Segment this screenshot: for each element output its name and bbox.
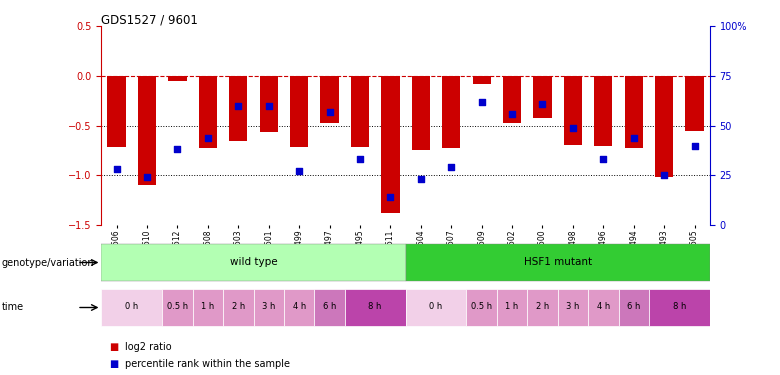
Bar	[101, 244, 406, 281]
Bar	[101, 289, 162, 326]
Point	[354, 156, 367, 162]
Text: ■: ■	[109, 359, 119, 369]
Point	[201, 135, 214, 141]
Text: time: time	[2, 303, 23, 312]
Bar	[558, 289, 588, 326]
Bar	[625, 76, 643, 148]
Point	[324, 109, 336, 115]
Bar	[466, 289, 497, 326]
Point	[597, 156, 610, 162]
Point	[415, 176, 427, 182]
Point	[232, 103, 245, 109]
Text: 3 h: 3 h	[566, 302, 580, 311]
Bar	[534, 76, 551, 118]
Text: 2 h: 2 h	[536, 302, 549, 311]
Bar	[406, 289, 466, 326]
Text: log2 ratio: log2 ratio	[125, 342, 172, 352]
Bar	[686, 76, 704, 130]
Bar	[442, 76, 460, 148]
Bar	[345, 289, 406, 326]
Bar	[138, 76, 156, 185]
Bar	[229, 76, 247, 141]
Point	[141, 174, 154, 180]
Bar	[162, 289, 193, 326]
Text: 6 h: 6 h	[627, 302, 640, 311]
Point	[445, 164, 458, 170]
Bar	[649, 289, 710, 326]
Bar	[412, 76, 430, 150]
Bar	[284, 289, 314, 326]
Bar	[619, 289, 649, 326]
Bar	[254, 289, 284, 326]
Point	[689, 142, 701, 148]
Point	[172, 147, 184, 153]
Text: 4 h: 4 h	[597, 302, 610, 311]
Point	[262, 103, 275, 109]
Bar	[351, 76, 369, 147]
Bar	[564, 76, 582, 144]
Bar	[168, 76, 186, 81]
Point	[476, 99, 488, 105]
Text: percentile rank within the sample: percentile rank within the sample	[125, 359, 290, 369]
Bar	[321, 76, 339, 123]
Bar	[594, 76, 612, 147]
Text: 0 h: 0 h	[126, 302, 138, 311]
Text: 0.5 h: 0.5 h	[167, 302, 188, 311]
Text: 1 h: 1 h	[201, 302, 215, 311]
Text: 8 h: 8 h	[368, 302, 382, 311]
Bar	[108, 76, 126, 147]
Point	[506, 111, 519, 117]
Text: GDS1527 / 9601: GDS1527 / 9601	[101, 13, 198, 26]
Bar	[260, 76, 278, 132]
Bar	[655, 76, 673, 177]
Point	[111, 166, 123, 172]
Text: 4 h: 4 h	[292, 302, 306, 311]
Text: 0.5 h: 0.5 h	[471, 302, 492, 311]
Point	[658, 172, 671, 178]
Bar	[199, 76, 217, 148]
Text: ■: ■	[109, 342, 119, 352]
Point	[628, 135, 640, 141]
Bar	[223, 289, 254, 326]
Bar	[503, 76, 521, 123]
Bar	[527, 289, 558, 326]
Text: 0 h: 0 h	[430, 302, 442, 311]
Bar	[290, 76, 308, 147]
Text: 1 h: 1 h	[505, 302, 519, 311]
Bar	[497, 289, 527, 326]
Point	[537, 101, 549, 107]
Text: 3 h: 3 h	[262, 302, 275, 311]
Point	[385, 194, 397, 200]
Bar	[381, 76, 399, 213]
Text: 2 h: 2 h	[232, 302, 245, 311]
Bar	[314, 289, 345, 326]
Bar	[193, 289, 223, 326]
Point	[293, 168, 306, 174]
Text: 6 h: 6 h	[323, 302, 336, 311]
Bar	[406, 244, 710, 281]
Bar	[588, 289, 619, 326]
Text: 8 h: 8 h	[672, 302, 686, 311]
Point	[567, 124, 580, 130]
Text: wild type: wild type	[229, 256, 278, 267]
Text: HSF1 mutant: HSF1 mutant	[523, 256, 592, 267]
Text: genotype/variation: genotype/variation	[2, 258, 94, 267]
Bar	[473, 76, 491, 84]
